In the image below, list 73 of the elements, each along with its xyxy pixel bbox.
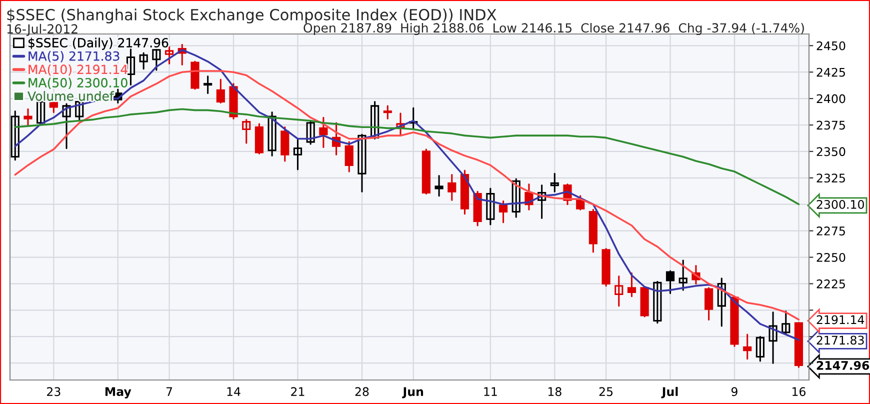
candlestick [768,312,778,364]
candlestick [782,310,790,334]
x-tick-label: 21 [291,387,304,396]
candlestick [678,260,688,291]
candlestick [383,105,392,120]
x-tick-label: 7 [166,387,172,396]
x-tick-label: 14 [227,387,240,396]
candlestick [653,280,662,324]
candlestick [268,112,276,156]
candlestick [242,118,251,144]
candlestick [576,195,585,210]
x-tick-label: 11 [484,387,497,396]
x-tick-label: May [105,387,132,398]
chart-title: $SSEC (Shanghai Stock Exchange Composite Index (EOD)) INDX [7,8,496,24]
candlestick [434,175,444,197]
y-tick-label: 2147.96 [816,360,870,370]
y-tick-label: 2425 [816,68,845,77]
x-tick-label: 18 [548,387,562,396]
candlestick [24,108,32,127]
candlestick [164,46,174,64]
chart-subtitle: 16-Jul-2012 [7,24,78,36]
x-tick-label: Jun [402,387,424,398]
candlestick [75,100,84,122]
candlestick [10,110,20,161]
candlestick [370,100,380,140]
line-series [14,108,800,206]
candlestick [486,188,495,226]
annotation: Open 2187.89 High 2188.06 Low 2146.15 Close 2147.96 Chg -37.94 (-1.74%) [304,22,804,36]
candlestick [36,100,46,125]
x-tick-label: 23 [47,387,60,396]
candlestick [319,116,328,148]
legend-label: MA(50) 2300.10 [28,78,128,89]
candlestick [396,112,405,136]
x-tick-label: 16 [792,387,806,396]
legend-label: MA(5) 2171.83 [28,51,120,62]
candlestick [512,178,520,218]
y-tick-label: 2400 [816,94,846,104]
y-tick-label: 2225 [816,279,845,288]
candlestick [498,200,508,224]
candlestick [358,134,366,192]
candlestick [743,334,752,360]
candlestick [448,174,456,201]
candlestick [204,76,212,94]
y-tick-label: 2275 [816,226,845,236]
x-tick-label: Jul [661,386,678,398]
candlestick [126,48,136,86]
candlestick [216,78,225,104]
candlestick [627,272,636,298]
candlestick [344,141,354,172]
candlestick [538,184,546,219]
y-tick-label: 2300.10 [816,200,864,209]
x-tick-label: 28 [355,387,369,396]
y-tick-label: 2191.14 [816,315,864,324]
y-tick-label: 2375 [816,120,845,130]
x-tick-label: 25 [599,387,613,396]
y-tick-label: 2325 [816,174,845,183]
candlestick [550,172,559,192]
candlestick [293,138,302,170]
candlestick [704,287,714,320]
y-tick-label: 2250 [816,252,846,262]
candlestick [717,278,726,327]
y-tick-label: 2350 [816,147,846,156]
candlestick [62,103,71,150]
candlestick [756,336,764,362]
x-tick-label: 9 [731,387,738,396]
candlestick [139,52,148,70]
y-tick-label: 2171.83 [816,336,864,345]
candlestick [306,120,315,145]
candlestick [614,276,624,307]
y-tick-label: 2450 [816,41,846,50]
legend-label: $SSEC (Daily) 2147.96 [28,38,168,50]
candlestick [280,126,290,162]
candlestick [666,270,675,294]
